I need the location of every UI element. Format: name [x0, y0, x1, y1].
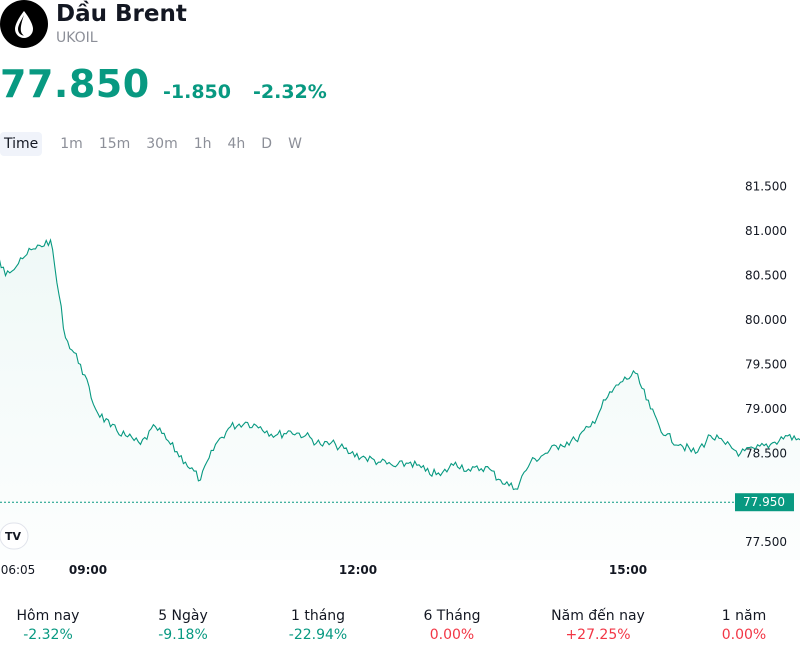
- y-tick-label: 79.500: [745, 357, 787, 371]
- perf-value: 0.00%: [721, 627, 767, 643]
- symbol-ticker: UKOIL: [56, 30, 98, 46]
- tab-d[interactable]: D: [261, 136, 273, 152]
- perf-ytd[interactable]: Năm đến nay +27.25%: [548, 608, 648, 643]
- timeframe-tabs: Time 1m 15m 30m 1h 4h D W: [0, 132, 310, 156]
- performance-row: Hôm nay -2.32% 5 Ngày -9.18% 1 tháng -22…: [0, 608, 800, 656]
- last-price-badge: 77.950: [735, 493, 794, 512]
- y-tick-label: 79.000: [745, 402, 787, 416]
- x-tick-label: 15:00: [609, 563, 647, 577]
- price-line: [0, 212, 800, 491]
- perf-value: -2.32%: [23, 627, 73, 643]
- perf-label: 5 Ngày: [158, 608, 208, 624]
- price-area-fill: [0, 213, 800, 560]
- perf-label: 6 Tháng: [423, 608, 481, 624]
- tab-4h[interactable]: 4h: [227, 136, 246, 152]
- perf-1-month[interactable]: 1 tháng -22.94%: [282, 608, 354, 643]
- perf-today[interactable]: Hôm nay -2.32%: [12, 608, 84, 643]
- x-tick-label: 12:00: [339, 563, 377, 577]
- last-price-badge-text: 77.950: [743, 495, 785, 509]
- tab-30m[interactable]: 30m: [146, 136, 178, 152]
- y-tick-label: 80.500: [745, 269, 787, 283]
- perf-label: Năm đến nay: [551, 608, 645, 624]
- price-chart[interactable]: 81.50081.00080.50080.00079.50079.00078.5…: [0, 160, 800, 590]
- price-change: -1.850: [163, 81, 231, 103]
- tab-1m[interactable]: 1m: [60, 136, 83, 152]
- perf-label: 1 năm: [721, 608, 767, 624]
- tab-time[interactable]: Time: [0, 132, 43, 156]
- y-tick-label: 81.000: [745, 224, 787, 238]
- x-tick-label: 06:05: [1, 563, 36, 577]
- symbol-title: Dầu Brent: [56, 1, 187, 27]
- tradingview-logo[interactable]: TV: [0, 522, 29, 550]
- svg-text:TV: TV: [5, 530, 22, 543]
- y-tick-label: 81.500: [745, 180, 787, 194]
- x-tick-label: 09:00: [69, 563, 107, 577]
- tab-w[interactable]: W: [288, 136, 302, 152]
- perf-label: 1 tháng: [290, 608, 346, 624]
- perf-value: +27.25%: [565, 627, 631, 643]
- price-change-percent: -2.32%: [253, 81, 327, 103]
- perf-label: Hôm nay: [16, 608, 80, 624]
- tab-1h[interactable]: 1h: [193, 136, 212, 152]
- perf-5-days[interactable]: 5 Ngày -9.18%: [150, 608, 216, 643]
- perf-value: 0.00%: [429, 627, 475, 643]
- perf-1-year[interactable]: 1 năm 0.00%: [716, 608, 772, 643]
- perf-6-months[interactable]: 6 Tháng 0.00%: [418, 608, 486, 643]
- perf-value: -22.94%: [288, 627, 348, 643]
- tab-15m[interactable]: 15m: [98, 136, 131, 152]
- last-price: 77.850: [0, 62, 150, 106]
- perf-value: -9.18%: [158, 627, 208, 643]
- oil-drop-icon: [0, 0, 48, 48]
- y-tick-label: 80.000: [745, 313, 787, 327]
